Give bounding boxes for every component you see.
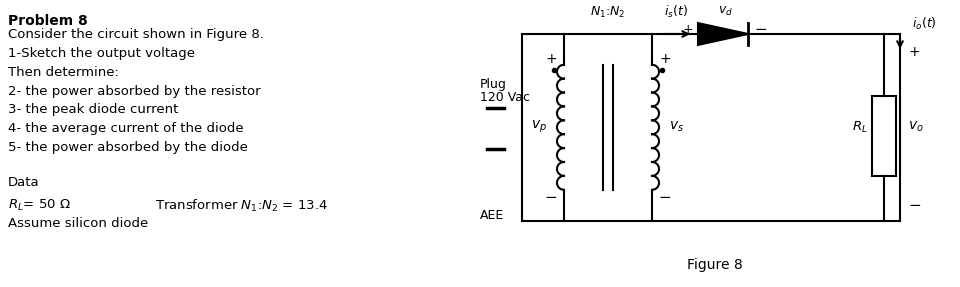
Text: +: + (660, 52, 671, 66)
Text: −: − (754, 22, 767, 36)
Text: $v_o$: $v_o$ (908, 120, 924, 134)
Text: Problem 8: Problem 8 (8, 14, 87, 28)
Polygon shape (698, 23, 748, 45)
Text: $v_p$: $v_p$ (531, 119, 547, 135)
Text: $i_o(t)$: $i_o(t)$ (912, 16, 937, 32)
Text: +: + (545, 52, 557, 66)
Text: Figure 8: Figure 8 (687, 258, 743, 272)
Bar (872, 96, 896, 176)
Text: 120 Vac: 120 Vac (480, 90, 530, 104)
Text: Consider the circuit shown in Figure 8.: Consider the circuit shown in Figure 8. (8, 28, 264, 41)
Text: Assume silicon diode: Assume silicon diode (8, 217, 148, 230)
Text: Transformer $N_1$:$N_2$ = 13.4: Transformer $N_1$:$N_2$ = 13.4 (155, 198, 328, 214)
Text: $v_s$: $v_s$ (669, 120, 684, 134)
Text: −: − (659, 190, 671, 205)
Text: $R_L$: $R_L$ (852, 120, 868, 135)
Text: $N_1$:$N_2$: $N_1$:$N_2$ (590, 5, 626, 20)
Text: 1-Sketch the output voltage: 1-Sketch the output voltage (8, 47, 195, 60)
Text: $i_s(t)$: $i_s(t)$ (664, 4, 688, 20)
Text: $v_d$: $v_d$ (717, 5, 732, 18)
Text: AEE: AEE (480, 209, 504, 222)
Text: Then determine:: Then determine: (8, 66, 119, 79)
Text: 4- the average current of the diode: 4- the average current of the diode (8, 122, 244, 135)
Text: +: + (683, 22, 693, 36)
Text: Plug: Plug (480, 78, 507, 91)
Text: −: − (908, 198, 921, 213)
Text: 3- the peak diode current: 3- the peak diode current (8, 103, 179, 117)
Text: 5- the power absorbed by the diode: 5- the power absorbed by the diode (8, 141, 248, 154)
Text: −: − (544, 190, 558, 205)
Text: $R_L$= 50 $\Omega$: $R_L$= 50 $\Omega$ (8, 198, 71, 213)
Text: 2- the power absorbed by the resistor: 2- the power absorbed by the resistor (8, 85, 260, 98)
Text: +: + (908, 45, 920, 59)
Text: Data: Data (8, 176, 39, 189)
